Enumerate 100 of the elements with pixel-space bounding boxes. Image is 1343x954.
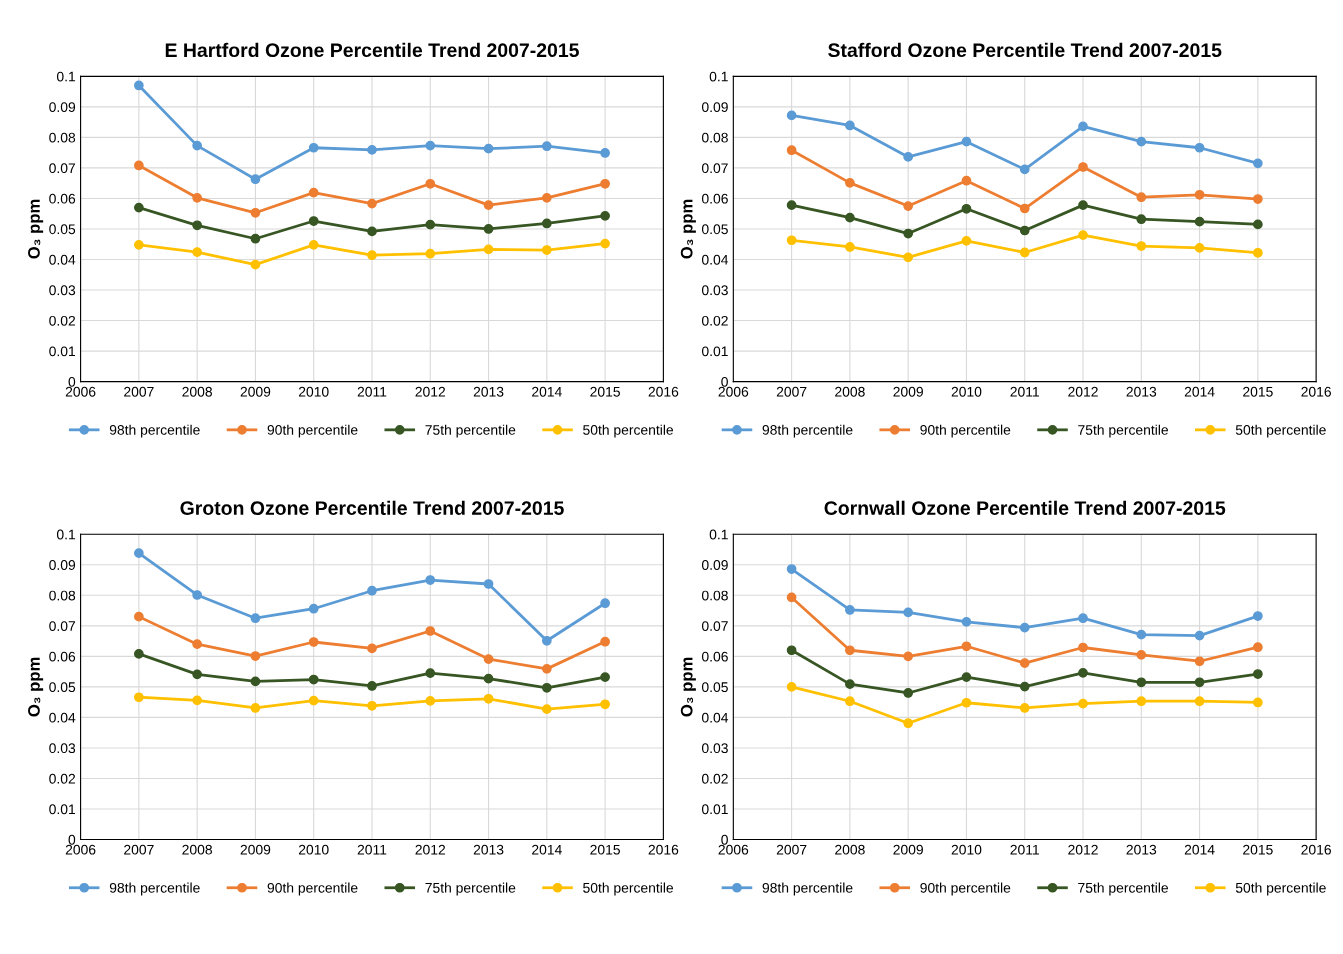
point xyxy=(367,198,377,209)
point xyxy=(250,651,261,661)
point xyxy=(133,160,144,171)
x-tick-label: 2008 xyxy=(835,844,865,855)
x-tick-label: 2013 xyxy=(1126,844,1157,855)
legend-label: 75th percentile xyxy=(1078,882,1169,896)
x-tick-label: 2008 xyxy=(182,844,212,855)
point xyxy=(425,178,436,189)
point xyxy=(192,590,203,600)
y-tick-label: 0.1 xyxy=(56,529,76,540)
legend-label: 98th percentile xyxy=(762,424,853,438)
y-tick-label: 0.05 xyxy=(49,682,76,693)
x-tick-label: 2007 xyxy=(776,844,807,855)
point xyxy=(786,592,797,603)
point xyxy=(1194,656,1205,667)
x-tick-label: 2006 xyxy=(718,844,749,855)
point xyxy=(1194,677,1205,688)
y-tick-label: 0.07 xyxy=(49,621,76,631)
point xyxy=(308,142,319,153)
legend-label: 98th percentile xyxy=(109,882,200,896)
y-tick-label: 0.08 xyxy=(701,132,728,143)
y-tick-label: 0.1 xyxy=(709,529,728,540)
point xyxy=(786,200,797,211)
point xyxy=(903,201,914,211)
y-tick-label: 0.01 xyxy=(701,804,728,815)
y-tick-label: 0 xyxy=(721,834,728,845)
point xyxy=(541,682,552,693)
y-tick-label: 0.02 xyxy=(49,315,76,326)
y-tick-label: 0.06 xyxy=(701,651,728,662)
point xyxy=(308,187,319,198)
point xyxy=(961,672,972,682)
y-tick-label: 0.07 xyxy=(701,163,728,174)
point xyxy=(845,696,855,707)
point xyxy=(133,649,144,659)
point xyxy=(367,226,377,237)
point xyxy=(1194,142,1205,153)
point xyxy=(845,242,855,252)
point xyxy=(308,637,319,647)
point xyxy=(1078,667,1088,678)
point xyxy=(1078,121,1088,132)
point xyxy=(308,695,319,706)
y-tick-label: 0.03 xyxy=(701,285,728,296)
x-tick-label: 2007 xyxy=(776,386,807,397)
point xyxy=(367,250,377,261)
x-tick-label: 2006 xyxy=(65,844,96,855)
x-tick-label: 2010 xyxy=(951,844,982,855)
point xyxy=(600,636,610,647)
point xyxy=(600,238,610,249)
x-tick-label: 2011 xyxy=(1010,844,1039,855)
y-tick-label: 0.09 xyxy=(49,560,76,570)
y-tick-label: 0.09 xyxy=(49,102,76,113)
point xyxy=(1136,241,1147,251)
y-tick-label: 0.05 xyxy=(701,224,728,235)
point xyxy=(786,645,797,656)
y-tick-label: 0.01 xyxy=(49,346,76,357)
y-tick-label: 0.09 xyxy=(701,560,728,570)
point xyxy=(961,175,972,186)
x-tick-label: 2013 xyxy=(473,844,504,855)
point xyxy=(1078,642,1088,653)
point xyxy=(600,598,610,609)
point xyxy=(1019,622,1030,633)
legend-label: 50th percentile xyxy=(1235,882,1326,896)
x-tick-label: 2016 xyxy=(648,386,679,397)
point xyxy=(1136,629,1147,640)
x-tick-label: 2012 xyxy=(1068,386,1098,397)
point xyxy=(1019,225,1030,236)
point xyxy=(541,664,552,674)
x-tick-label: 2009 xyxy=(240,844,271,855)
point xyxy=(903,688,914,698)
x-tick-label: 2015 xyxy=(1243,386,1273,397)
point xyxy=(903,252,914,263)
point xyxy=(250,207,261,218)
y-axis-title: O₃ ppm xyxy=(680,199,696,259)
x-tick-label: 2012 xyxy=(415,844,446,855)
point xyxy=(1019,247,1030,258)
point xyxy=(425,626,436,636)
point xyxy=(786,110,797,121)
point xyxy=(192,695,203,706)
legend-label: 75th percentile xyxy=(425,424,516,438)
x-tick-label: 2008 xyxy=(835,386,865,397)
y-tick-label: 0.01 xyxy=(49,804,76,815)
point xyxy=(845,679,855,689)
x-tick-label: 2015 xyxy=(590,844,620,855)
point xyxy=(961,236,972,246)
point xyxy=(308,603,319,614)
point xyxy=(483,224,494,234)
x-tick-label: 2016 xyxy=(1301,844,1331,855)
point xyxy=(903,718,914,729)
y-tick-label: 0.05 xyxy=(49,224,76,235)
point xyxy=(250,259,261,270)
legend-label: 98th percentile xyxy=(762,882,853,896)
point xyxy=(483,673,494,684)
y-tick-label: 0 xyxy=(721,376,728,387)
y-tick-label: 0.04 xyxy=(701,712,729,723)
point xyxy=(133,611,144,622)
y-tick-label: 0.03 xyxy=(49,285,76,296)
x-tick-label: 2010 xyxy=(298,386,329,397)
point xyxy=(845,178,855,188)
y-tick-label: 0.02 xyxy=(49,773,76,784)
x-tick-label: 2011 xyxy=(1010,386,1039,397)
